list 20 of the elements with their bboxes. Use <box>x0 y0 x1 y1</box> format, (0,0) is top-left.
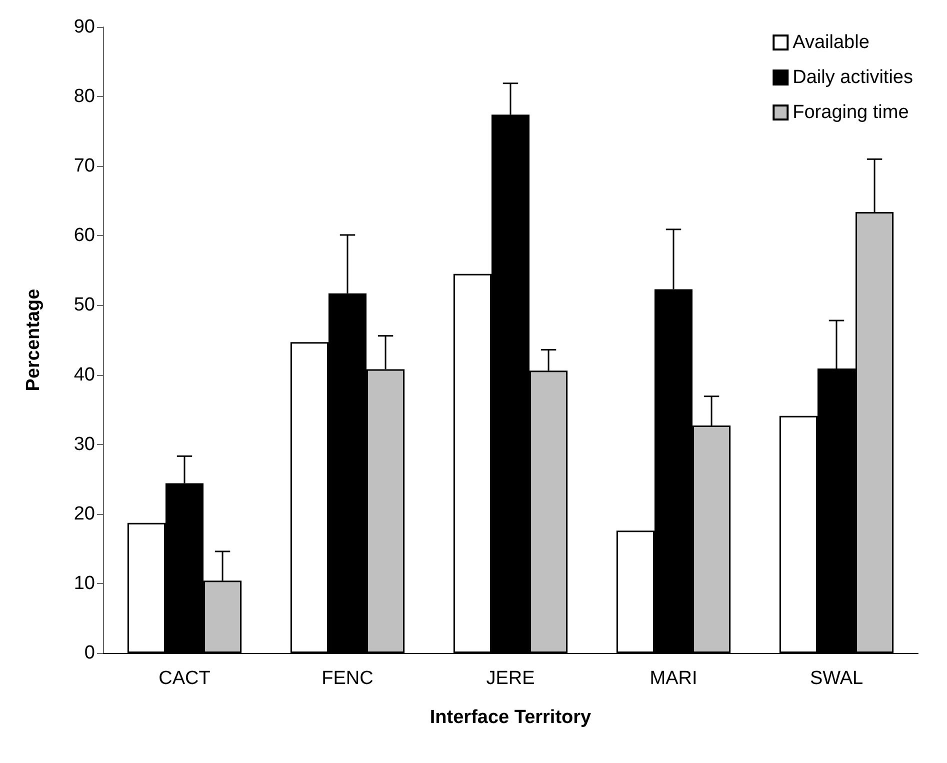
x-tick-label: JERE <box>486 668 535 689</box>
x-tick-label: FENC <box>322 668 374 689</box>
y-tick-label: 60 <box>74 225 95 246</box>
y-tick-label: 90 <box>74 16 95 38</box>
y-tick-label: 50 <box>74 294 95 316</box>
legend-label: Daily activities <box>792 67 914 88</box>
y-axis-title: Percentage <box>23 288 44 392</box>
x-tick-label: CACT <box>158 668 211 689</box>
legend-label: Foraging time <box>792 102 909 123</box>
x-tick-label: SWAL <box>810 668 864 689</box>
y-tick-label: 40 <box>74 364 95 386</box>
y-tick-label: 0 <box>84 642 95 664</box>
x-axis-title: Interface Territory <box>430 707 592 728</box>
y-tick-label: 80 <box>74 86 95 108</box>
y-tick-label: 30 <box>74 434 95 455</box>
legend-label: Available <box>792 32 870 53</box>
y-tick-label: 70 <box>74 156 95 177</box>
y-tick-label: 20 <box>74 503 95 524</box>
x-tick-label: MARI <box>650 668 698 689</box>
y-tick-label: 10 <box>74 572 95 594</box>
